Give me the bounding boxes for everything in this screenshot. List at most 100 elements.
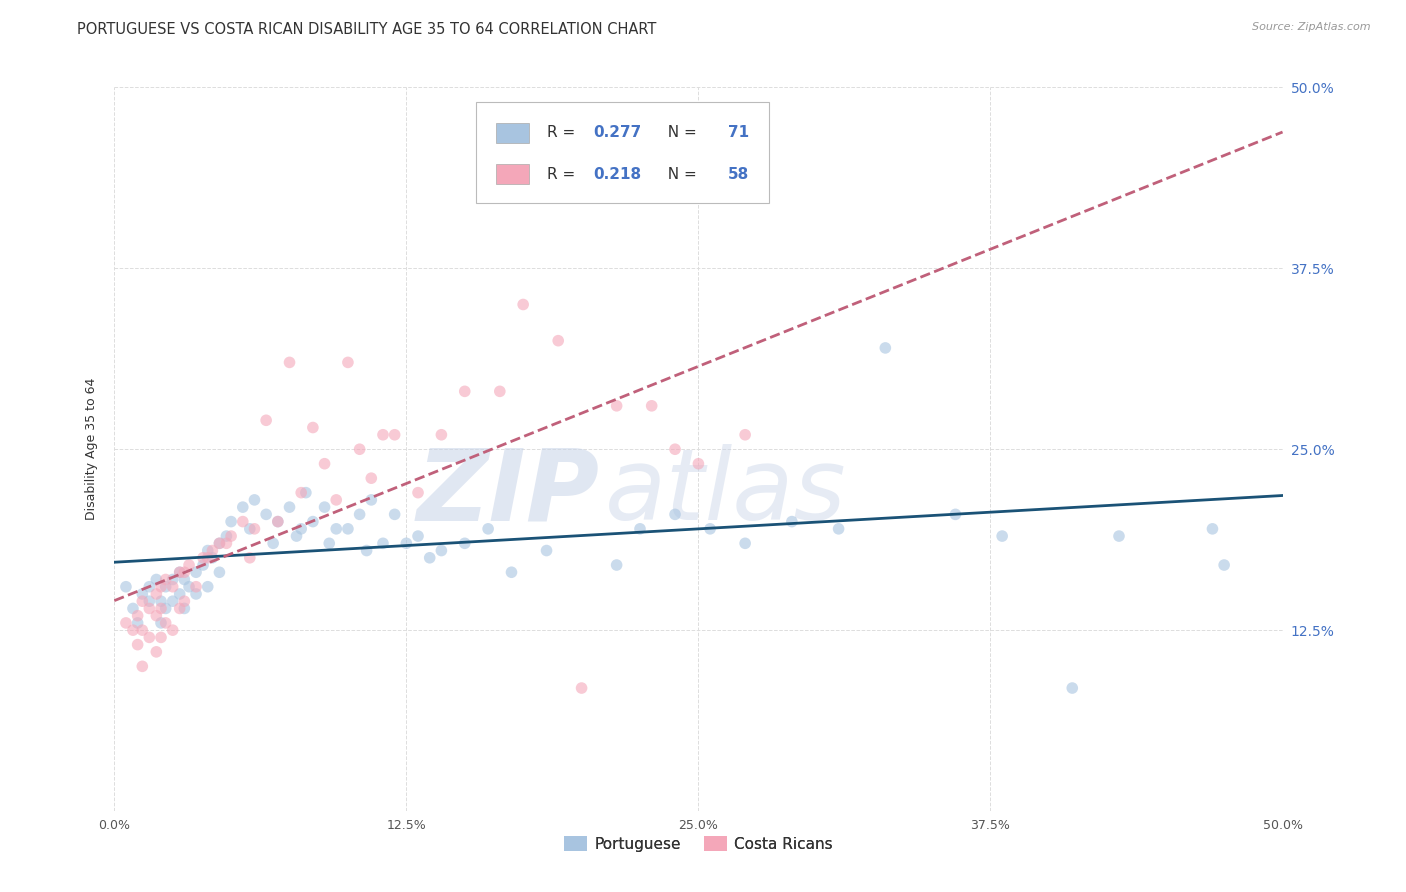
- Text: N =: N =: [658, 126, 702, 141]
- Point: [155, 601, 177, 615]
- Point: [875, 341, 897, 355]
- Point: [208, 536, 231, 550]
- Point: [278, 500, 301, 515]
- Point: [115, 580, 138, 594]
- Point: [664, 442, 686, 457]
- Point: [384, 427, 406, 442]
- Point: [285, 529, 308, 543]
- Point: [173, 594, 195, 608]
- Point: [290, 485, 312, 500]
- Point: [454, 384, 477, 399]
- Point: [150, 631, 173, 645]
- Y-axis label: Disability Age 35 to 64: Disability Age 35 to 64: [86, 378, 98, 520]
- Point: [606, 399, 628, 413]
- Point: [606, 558, 628, 572]
- Point: [295, 485, 318, 500]
- Legend: Portuguese, Costa Ricans: Portuguese, Costa Ricans: [558, 830, 839, 858]
- Point: [150, 580, 173, 594]
- Point: [278, 355, 301, 369]
- Point: [547, 334, 569, 348]
- Point: [1062, 681, 1084, 695]
- Point: [243, 492, 266, 507]
- Point: [155, 580, 177, 594]
- Text: R =: R =: [547, 167, 579, 182]
- Text: N =: N =: [658, 167, 702, 182]
- Point: [131, 594, 153, 608]
- Point: [138, 601, 160, 615]
- Point: [169, 566, 191, 580]
- Point: [991, 529, 1014, 543]
- Point: [150, 601, 173, 615]
- Text: 58: 58: [728, 167, 749, 182]
- Point: [122, 601, 145, 615]
- Point: [254, 413, 277, 427]
- Point: [150, 615, 173, 630]
- Point: [699, 522, 721, 536]
- Point: [197, 580, 219, 594]
- Point: [177, 558, 200, 572]
- Point: [197, 550, 219, 565]
- Point: [336, 522, 359, 536]
- Point: [384, 508, 406, 522]
- Point: [488, 384, 510, 399]
- Point: [267, 515, 290, 529]
- Point: [191, 558, 214, 572]
- Point: [155, 573, 177, 587]
- Point: [138, 580, 160, 594]
- Point: [290, 522, 312, 536]
- Text: ZIP: ZIP: [416, 444, 599, 541]
- Point: [191, 550, 214, 565]
- Point: [127, 615, 149, 630]
- Point: [262, 536, 284, 550]
- Text: 0.277: 0.277: [593, 126, 641, 141]
- FancyBboxPatch shape: [477, 102, 769, 203]
- Point: [360, 471, 382, 485]
- Point: [127, 608, 149, 623]
- Point: [628, 522, 651, 536]
- Point: [131, 587, 153, 601]
- Point: [131, 623, 153, 637]
- Point: [356, 543, 378, 558]
- Point: [208, 566, 231, 580]
- Point: [664, 508, 686, 522]
- Point: [219, 529, 242, 543]
- Point: [243, 522, 266, 536]
- Point: [318, 536, 340, 550]
- Point: [1201, 522, 1223, 536]
- Point: [571, 681, 593, 695]
- Point: [145, 645, 167, 659]
- Point: [1213, 558, 1236, 572]
- Point: [145, 608, 167, 623]
- Point: [162, 594, 184, 608]
- Point: [145, 587, 167, 601]
- Point: [267, 515, 290, 529]
- Point: [371, 427, 394, 442]
- Text: Source: ZipAtlas.com: Source: ZipAtlas.com: [1253, 22, 1371, 32]
- Point: [122, 623, 145, 637]
- Point: [173, 573, 195, 587]
- Point: [371, 536, 394, 550]
- Point: [336, 355, 359, 369]
- Point: [208, 536, 231, 550]
- Point: [325, 522, 347, 536]
- Text: 71: 71: [728, 126, 749, 141]
- Text: PORTUGUESE VS COSTA RICAN DISABILITY AGE 35 TO 64 CORRELATION CHART: PORTUGUESE VS COSTA RICAN DISABILITY AGE…: [77, 22, 657, 37]
- Point: [827, 522, 849, 536]
- Point: [571, 189, 593, 203]
- Point: [325, 492, 347, 507]
- Point: [640, 399, 662, 413]
- Point: [477, 522, 499, 536]
- Point: [232, 515, 254, 529]
- Point: [734, 427, 756, 442]
- Point: [184, 580, 207, 594]
- Point: [162, 573, 184, 587]
- Text: atlas: atlas: [605, 444, 846, 541]
- Point: [162, 623, 184, 637]
- Text: 0.218: 0.218: [593, 167, 641, 182]
- Point: [430, 543, 453, 558]
- Point: [201, 543, 224, 558]
- Point: [173, 601, 195, 615]
- Point: [688, 457, 710, 471]
- Point: [302, 515, 325, 529]
- Point: [197, 543, 219, 558]
